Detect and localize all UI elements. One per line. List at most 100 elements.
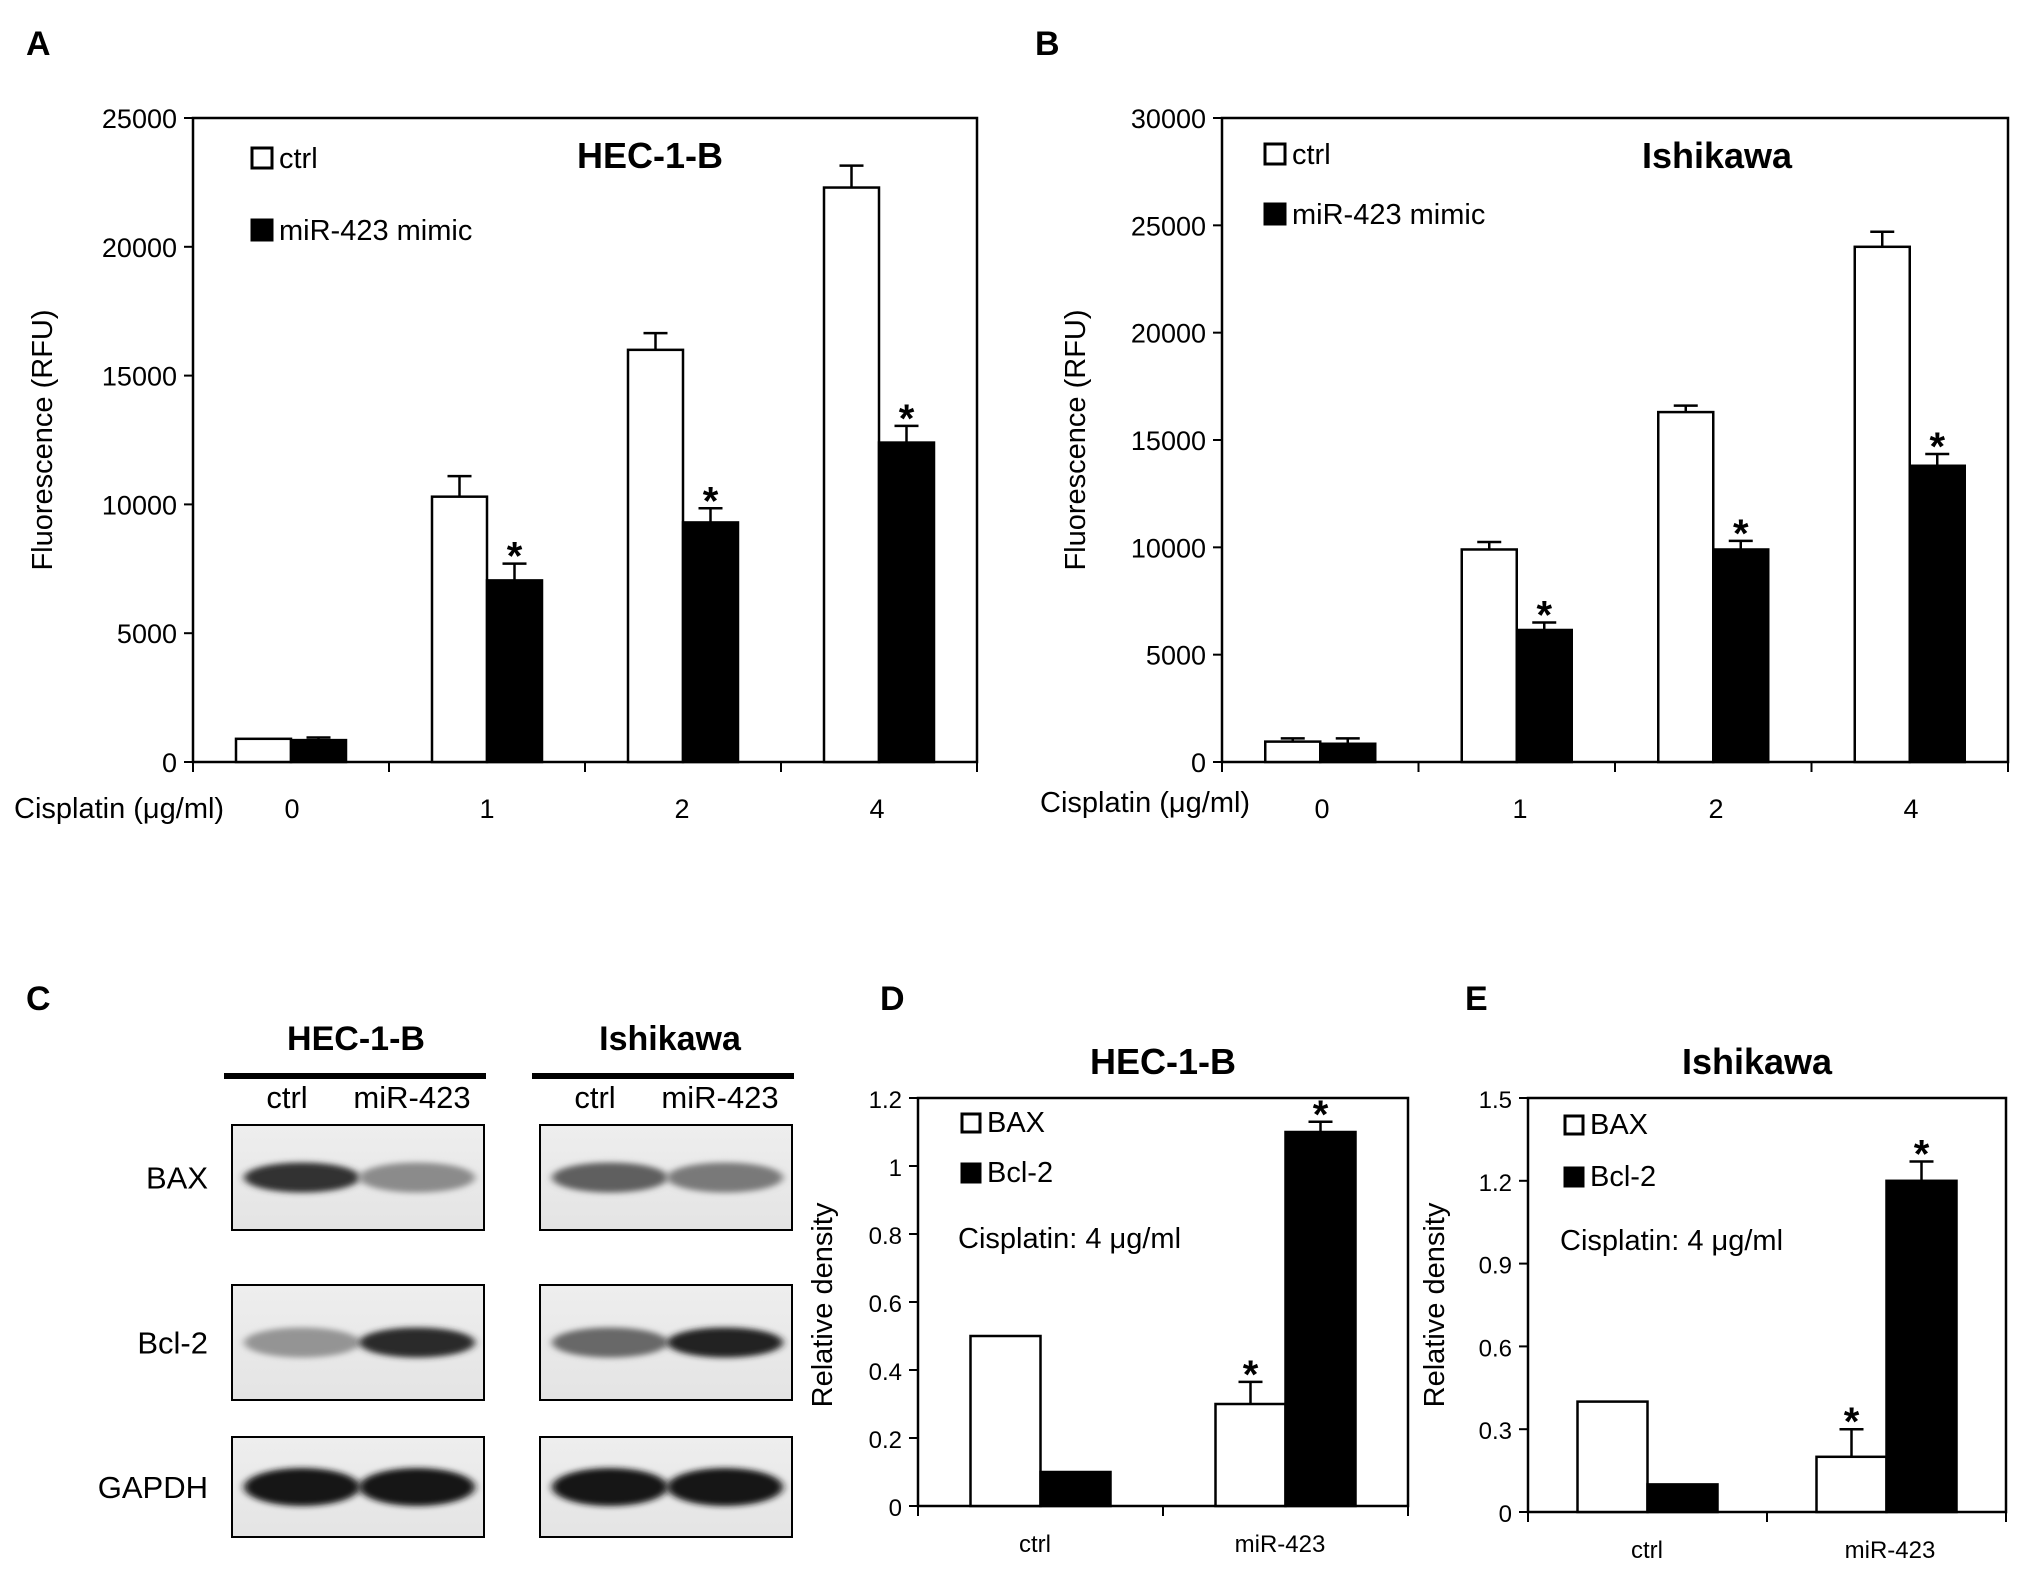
blot-band xyxy=(244,1162,360,1193)
legend-swatch-d xyxy=(960,1112,982,1134)
y-axis-label-d: Relative density xyxy=(807,1202,839,1407)
category-label-b: 4 xyxy=(1903,794,1918,824)
legend-label-e: BAX xyxy=(1590,1109,1648,1141)
y-tick-label-b: 20000 xyxy=(1131,319,1206,349)
bar-a-s1 xyxy=(430,495,489,764)
y-tick-label-b: 25000 xyxy=(1131,211,1206,241)
category-label-b: 1 xyxy=(1512,794,1527,824)
legend-swatch-b xyxy=(1263,142,1287,166)
bar-e-s2 xyxy=(1646,1483,1719,1514)
panel-letter-b: B xyxy=(1035,25,1060,63)
category-label-a: 2 xyxy=(674,794,689,824)
y-tick-label-a: 0 xyxy=(162,748,177,778)
bar-b-s1 xyxy=(1853,245,1911,764)
y-tick-label-a: 25000 xyxy=(102,104,177,134)
legend-label-b: miR-423 mimic xyxy=(1292,199,1485,231)
bar-a-s1 xyxy=(234,737,293,764)
chart-title-a: HEC-1-B xyxy=(577,135,723,176)
y-tick-label-a: 10000 xyxy=(102,490,177,520)
category-label-b: 2 xyxy=(1708,794,1723,824)
y-tick-label-d: 0.2 xyxy=(869,1427,902,1454)
bar-b-s2 xyxy=(1319,742,1377,764)
blot-row-label: Bcl-2 xyxy=(137,1326,208,1361)
bar-b-s2 xyxy=(1515,628,1573,764)
y-tick-label-b: 5000 xyxy=(1146,641,1206,671)
panel-letter-c: C xyxy=(26,980,51,1018)
blot-band xyxy=(552,1468,668,1506)
blot-band xyxy=(359,1162,475,1193)
blot-band xyxy=(552,1327,668,1358)
panel-letter-d: D xyxy=(880,980,905,1018)
chart-title-d: HEC-1-B xyxy=(1090,1041,1236,1082)
chart-b: 0 5000 10000 15000 20000 25000 30000 Ishikawa Fl… xyxy=(1040,104,2010,824)
legend-label-a: miR-423 mimic xyxy=(279,215,472,247)
legend-swatch-b xyxy=(1263,202,1287,226)
chart-a: 0 5000 10000 15000 20000 25000 HEC-1-B Fluoresc… xyxy=(14,104,979,825)
blot-band xyxy=(359,1468,475,1506)
category-label-e: miR-423 xyxy=(1845,1537,1936,1564)
category-label-e: ctrl xyxy=(1631,1537,1663,1564)
bar-e-s1 xyxy=(1815,1455,1888,1514)
bar-d-s2 xyxy=(1284,1130,1357,1508)
bar-d-s1 xyxy=(1214,1402,1287,1508)
y-tick-label-e: 0 xyxy=(1499,1501,1512,1528)
blot-band xyxy=(244,1327,360,1358)
y-tick-label-d: 1 xyxy=(889,1155,902,1182)
y-tick-label-e: 1.2 xyxy=(1479,1170,1512,1197)
significance-star-a: * xyxy=(899,397,915,441)
blot-row-label: BAX xyxy=(146,1161,208,1196)
bar-e-s2 xyxy=(1885,1179,1958,1514)
y-axis-label-e: Relative density xyxy=(1419,1202,1451,1407)
y-tick-label-a: 5000 xyxy=(117,619,177,649)
legend-label-b: ctrl xyxy=(1292,139,1331,171)
legend-label-e: Bcl-2 xyxy=(1590,1161,1656,1193)
y-tick-label-d: 0.8 xyxy=(869,1223,902,1250)
category-label-a: 1 xyxy=(479,794,494,824)
blot-band xyxy=(359,1327,475,1358)
blot-band xyxy=(667,1327,783,1358)
bar-a-s2 xyxy=(289,738,348,764)
legend-label-d: Bcl-2 xyxy=(987,1157,1053,1189)
category-label-d: ctrl xyxy=(1019,1531,1051,1558)
y-tick-label-a: 20000 xyxy=(102,233,177,263)
y-tick-label-e: 0.9 xyxy=(1479,1253,1512,1280)
y-tick-label-e: 0.6 xyxy=(1479,1335,1512,1362)
chart-title-b: Ishikawa xyxy=(1642,135,1793,176)
legend-swatch-a xyxy=(250,218,274,242)
y-tick-label-d: 0.4 xyxy=(869,1359,902,1386)
y-tick-label-b: 15000 xyxy=(1131,426,1206,456)
cisplatin-note-e: Cisplatin: 4 μg/ml xyxy=(1560,1225,1783,1257)
blot-band xyxy=(667,1468,783,1506)
significance-star-e: * xyxy=(1914,1132,1930,1176)
y-tick-label-d: 1.2 xyxy=(869,1087,902,1114)
bar-a-s2 xyxy=(877,441,936,764)
x-axis-label-b: Cisplatin (μg/ml) xyxy=(1040,787,1250,819)
blot-row-label: GAPDH xyxy=(98,1470,208,1505)
bar-b-s1 xyxy=(1657,410,1715,764)
y-tick-label-b: 30000 xyxy=(1131,104,1206,134)
bar-d-s1 xyxy=(969,1334,1042,1508)
bar-a-s1 xyxy=(822,186,881,764)
y-tick-label-a: 15000 xyxy=(102,362,177,392)
significance-star-b: * xyxy=(1536,593,1552,637)
blot-lane-label: miR-423 xyxy=(353,1080,470,1115)
blot-band xyxy=(552,1162,668,1193)
chart-title-e: Ishikawa xyxy=(1682,1041,1833,1082)
significance-star-b: * xyxy=(1929,425,1945,469)
bar-e-s1 xyxy=(1576,1400,1649,1514)
y-tick-label-d: 0 xyxy=(889,1495,902,1522)
legend-label-d: BAX xyxy=(987,1107,1045,1139)
bar-b-s2 xyxy=(1712,548,1770,764)
chart-e: 0 0.3 0.6 0.9 1.2 1.5 Ishikawa Relative density… xyxy=(1419,1041,2008,1564)
bar-a-s1 xyxy=(626,348,685,764)
y-tick-label-b: 0 xyxy=(1191,748,1206,778)
legend-label-a: ctrl xyxy=(279,143,318,175)
blot-lane-label: miR-423 xyxy=(661,1080,778,1115)
legend-swatch-e xyxy=(1563,1114,1585,1136)
significance-star-d: * xyxy=(1243,1353,1259,1397)
legend-swatch-d xyxy=(960,1162,982,1184)
bar-b-s1 xyxy=(1460,548,1518,764)
significance-star-a: * xyxy=(507,535,523,579)
category-label-a: 4 xyxy=(869,794,884,824)
